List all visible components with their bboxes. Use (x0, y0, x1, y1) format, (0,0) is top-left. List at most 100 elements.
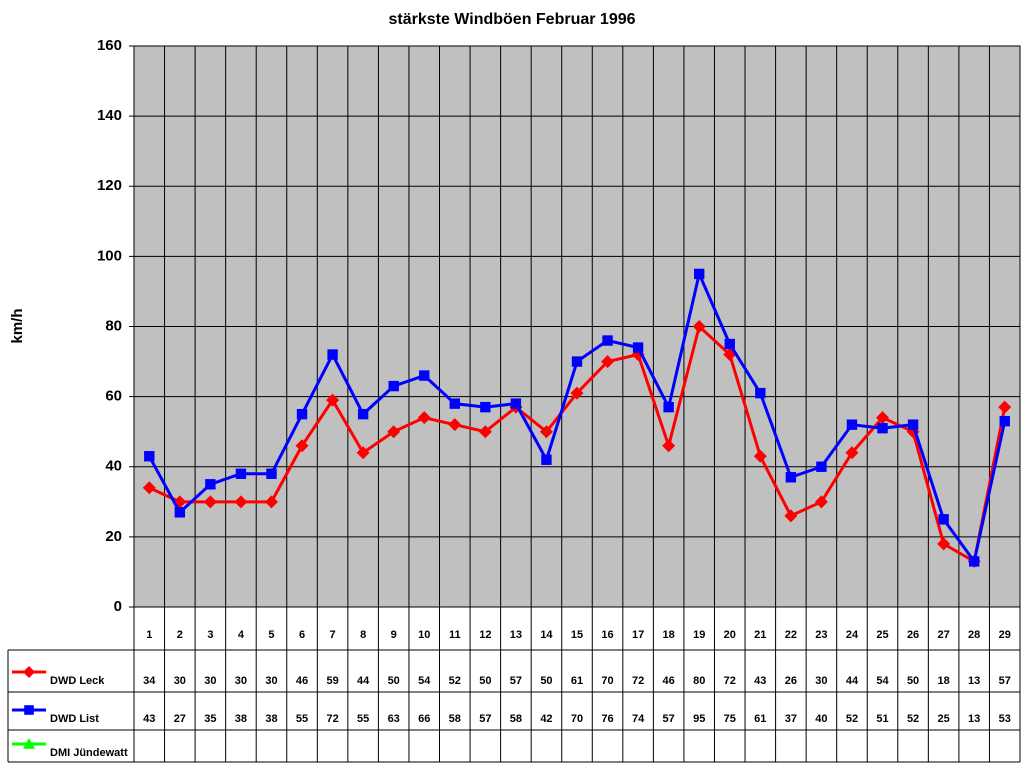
marker (266, 468, 277, 479)
marker (601, 355, 615, 369)
marker (571, 356, 583, 367)
marker (388, 380, 399, 392)
y-tick-label: 100 (97, 247, 122, 264)
y-tick-label: 80 (105, 317, 122, 334)
marker (753, 449, 767, 463)
y-tick-label: 20 (105, 528, 122, 545)
marker (295, 439, 309, 453)
table-value: 66 (418, 713, 430, 725)
x-tick-label: 28 (968, 629, 980, 641)
marker (235, 468, 247, 479)
x-tick-label: 9 (391, 629, 397, 641)
x-tick-label: 14 (540, 629, 553, 641)
marker (541, 454, 552, 465)
marker (814, 495, 828, 509)
marker (327, 349, 338, 360)
table-value: 44 (357, 675, 370, 687)
table-value: 63 (388, 713, 400, 725)
marker (448, 418, 462, 432)
x-tick-label: 2 (177, 629, 183, 641)
table-value: 54 (418, 675, 431, 687)
x-tick-label: 11 (449, 629, 461, 641)
table-value: 30 (235, 675, 247, 687)
table-value: 40 (815, 713, 827, 725)
table-value: 44 (846, 675, 859, 687)
chart-title: stärkste Windböen Februar 1996 (388, 11, 635, 28)
y-tick-label: 160 (97, 37, 122, 54)
marker (877, 422, 888, 434)
table-value: 50 (540, 675, 552, 687)
legend-marker (24, 705, 34, 715)
marker (876, 411, 890, 425)
marker (539, 425, 553, 439)
marker (234, 495, 248, 509)
table-value: 30 (815, 675, 827, 687)
table-value: 54 (876, 675, 889, 687)
marker (417, 411, 431, 425)
table-value: 30 (265, 675, 277, 687)
legend-label: DWD Leck (50, 675, 105, 687)
table-value: 26 (785, 675, 797, 687)
y-axis-label: km/h (9, 308, 26, 343)
marker (907, 419, 919, 430)
plot-border (133, 45, 1021, 608)
marker (203, 495, 217, 509)
x-tick-label: 29 (999, 629, 1011, 641)
marker (142, 481, 156, 495)
x-tick-label: 7 (330, 629, 336, 641)
table-value: 43 (754, 675, 766, 687)
table-value: 55 (296, 713, 308, 725)
table-value: 53 (999, 713, 1011, 725)
x-tick-label: 17 (632, 629, 644, 641)
table-value: 30 (174, 675, 186, 687)
y-tick-label: 140 (97, 107, 122, 124)
marker (510, 398, 522, 409)
legend-label: DWD List (50, 713, 99, 725)
x-tick-label: 5 (268, 629, 274, 641)
table-value: 38 (235, 713, 247, 725)
x-tick-label: 22 (785, 629, 797, 641)
marker (663, 401, 674, 413)
table-value: 38 (265, 713, 277, 725)
x-tick-label: 21 (754, 629, 766, 641)
marker (174, 507, 186, 518)
x-tick-label: 16 (601, 629, 613, 641)
x-tick-label: 27 (937, 629, 949, 641)
table-value: 18 (937, 675, 949, 687)
table-value: 59 (326, 675, 338, 687)
x-tick-label: 23 (815, 629, 827, 641)
x-tick-label: 10 (418, 629, 430, 641)
table-value: 25 (937, 713, 949, 725)
table-value: 57 (999, 675, 1011, 687)
marker (570, 386, 584, 400)
table-value: 70 (571, 713, 583, 725)
legend-marker (23, 666, 35, 678)
table-value: 58 (449, 713, 461, 725)
table-value: 51 (876, 713, 888, 725)
x-tick-label: 20 (724, 629, 736, 641)
x-tick-label: 4 (238, 629, 245, 641)
marker (296, 408, 308, 420)
marker (846, 419, 858, 430)
marker (998, 400, 1012, 414)
table-value: 34 (143, 675, 156, 687)
y-tick-label: 40 (105, 458, 122, 475)
table-value: 13 (968, 713, 980, 725)
table-value: 57 (479, 713, 491, 725)
marker (662, 439, 676, 453)
marker (264, 495, 278, 509)
marker (419, 370, 430, 381)
marker (357, 408, 369, 420)
table-value: 74 (632, 713, 645, 725)
table-value: 76 (601, 713, 613, 725)
table-value: 80 (693, 675, 705, 687)
table-value: 75 (724, 713, 736, 725)
marker (144, 451, 155, 462)
table-value: 52 (449, 675, 461, 687)
marker (816, 461, 827, 472)
marker (785, 472, 797, 483)
x-tick-label: 25 (876, 629, 888, 641)
y-tick-label: 0 (114, 598, 122, 615)
marker (937, 537, 951, 551)
